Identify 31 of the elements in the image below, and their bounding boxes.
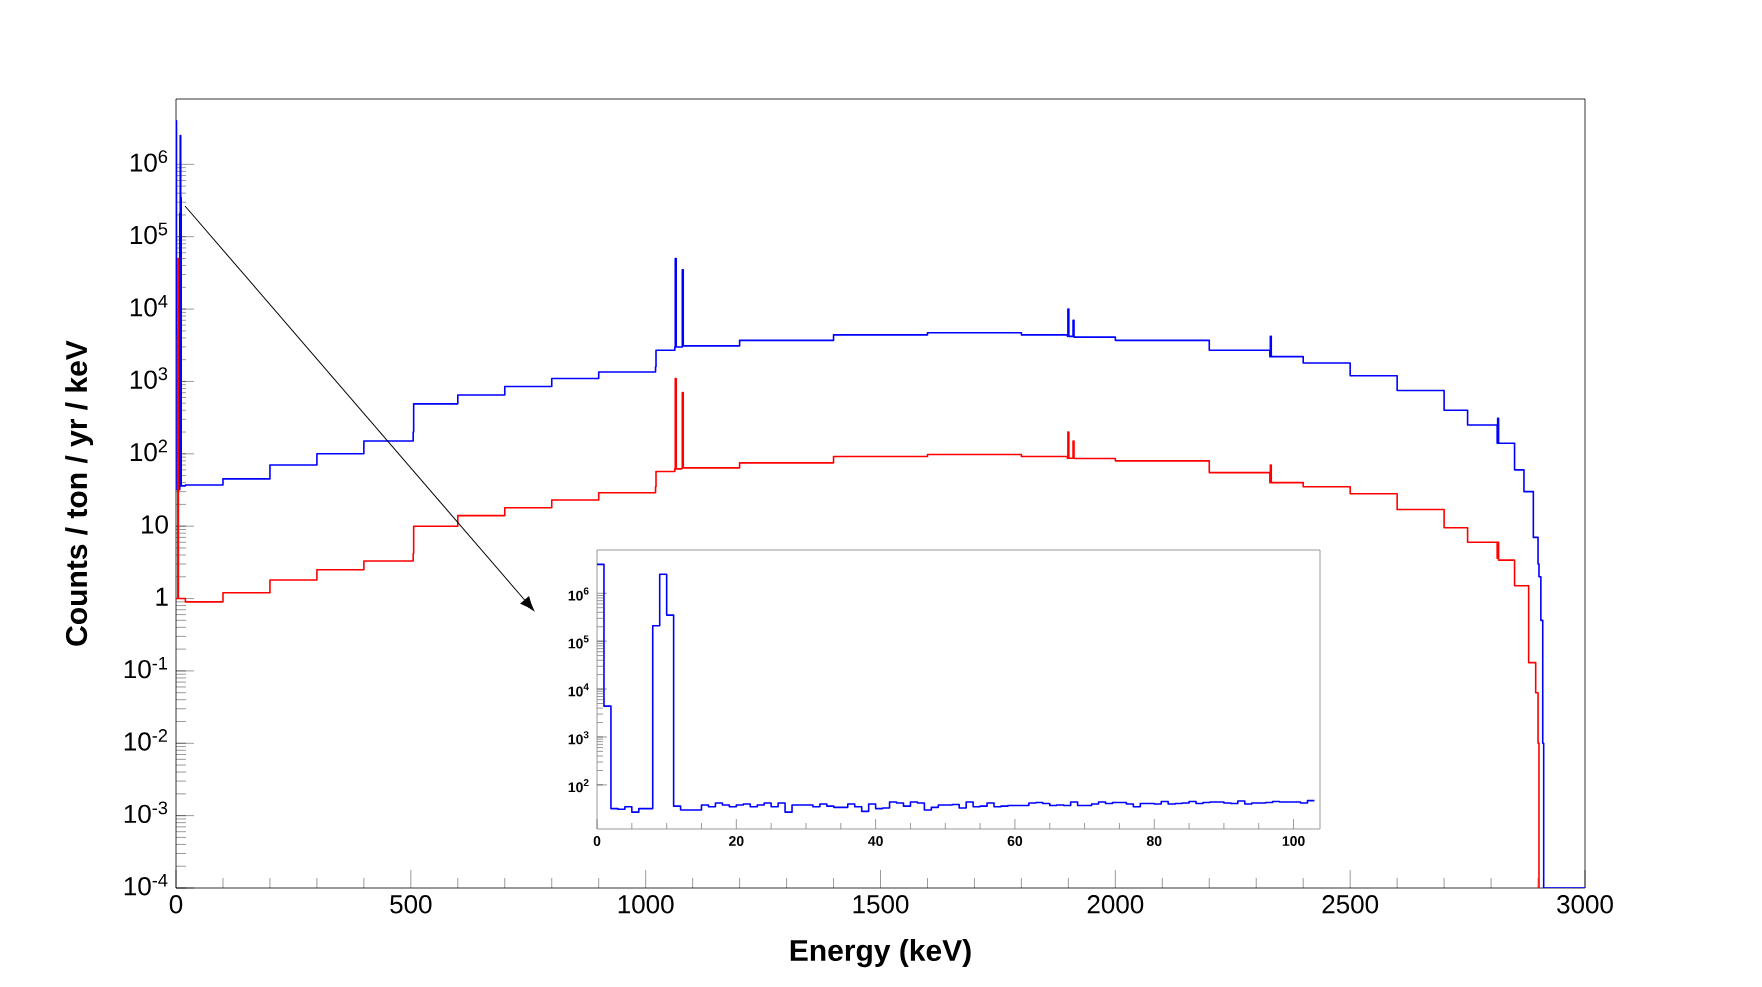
x-tick-label: 0 [169,895,183,914]
y-tick-label: 10$^{2}$ [568,779,589,793]
x-axis-title: Energy (keV) [790,939,971,968]
y-tick-label: 10$^{5}$ [568,635,589,649]
y-tick-label: 10$^{-4}$ [124,873,168,896]
y-axis-title: Counts / ton / yr / keV [65,340,94,646]
x-tick-label: 40 [868,836,883,846]
y-tick-label: 10$^{-1}$ [124,656,168,679]
y-tick-label: 10$^{4}$ [130,295,168,317]
y-tick-label: 1 [156,587,168,606]
x-tick-label: 3000 [1557,895,1613,914]
x-tick-label: 2500 [1322,895,1379,914]
y-tick-label: 10$^{3}$ [568,731,589,745]
y-tick-label: 10 [142,515,168,534]
x-tick-label: 20 [729,836,744,846]
y-tick-label: 10$^{-3}$ [124,801,168,824]
y-tick-label: 10$^{5}$ [130,222,168,245]
x-tick-label: 60 [1007,836,1023,846]
x-tick-label: 0 [593,836,601,846]
x-tick-label: 80 [1146,836,1162,846]
x-tick-label: 500 [390,895,432,914]
y-tick-label: 10$^{4}$ [568,683,589,697]
x-tick-label: 1500 [853,895,909,914]
x-tick-label: 100 [1282,836,1305,846]
y-tick-label: 10$^{3}$ [130,367,168,389]
y-tick-label: 10$^{6}$ [568,587,589,601]
x-tick-label: 1000 [618,895,674,914]
x-tick-label: 2000 [1087,895,1144,914]
y-tick-label: 10$^{2}$ [130,439,168,462]
y-tick-label: 10$^{6}$ [130,150,168,172]
y-tick-label: 10$^{-2}$ [124,729,168,751]
